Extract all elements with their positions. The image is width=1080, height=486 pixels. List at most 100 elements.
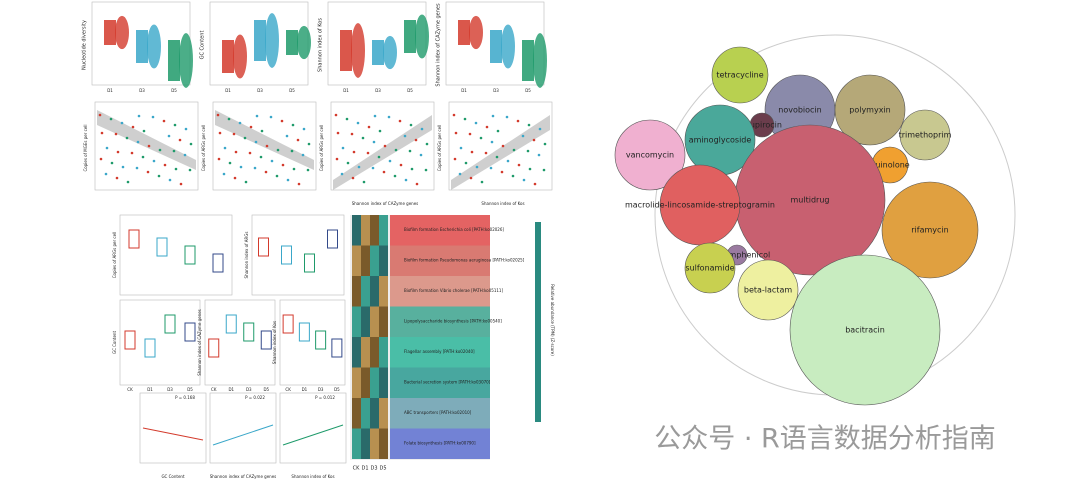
point bbox=[527, 123, 531, 127]
point bbox=[259, 155, 263, 159]
point bbox=[484, 151, 488, 155]
point bbox=[419, 153, 423, 157]
point bbox=[260, 129, 264, 133]
heat-cell bbox=[370, 367, 379, 398]
panel bbox=[204, 299, 276, 386]
box bbox=[522, 40, 534, 81]
row-label: Lipopolysaccharide biosynthesis [PATH:ko… bbox=[404, 319, 502, 324]
colorbar bbox=[535, 222, 541, 422]
point bbox=[425, 142, 429, 146]
x-tick-label: D5 bbox=[334, 387, 340, 392]
point bbox=[334, 113, 338, 117]
panel bbox=[119, 299, 201, 386]
point bbox=[238, 121, 242, 125]
violin bbox=[297, 25, 311, 60]
point bbox=[281, 163, 285, 167]
point bbox=[114, 132, 118, 136]
point bbox=[336, 131, 340, 135]
bubble bbox=[684, 242, 736, 294]
point bbox=[100, 131, 104, 135]
point bbox=[174, 167, 178, 171]
y-axis-label: Shannon index of ARGs bbox=[244, 232, 249, 279]
box bbox=[104, 20, 116, 45]
point bbox=[542, 168, 546, 172]
point bbox=[222, 172, 226, 176]
x-axis-label: Shannon index of CAZyme genes bbox=[210, 474, 277, 479]
point bbox=[475, 165, 479, 169]
point bbox=[285, 134, 289, 138]
box bbox=[136, 30, 148, 63]
box bbox=[212, 253, 224, 273]
bubble bbox=[614, 119, 686, 191]
point bbox=[377, 155, 381, 159]
point bbox=[496, 129, 500, 133]
box bbox=[327, 229, 338, 249]
box bbox=[144, 338, 156, 358]
bubble bbox=[711, 46, 769, 104]
point bbox=[468, 132, 472, 136]
point bbox=[228, 161, 232, 165]
box bbox=[243, 322, 255, 342]
bubble-label: rifamycin bbox=[911, 226, 948, 235]
x-tick-label: D3 bbox=[257, 88, 263, 93]
heat-cell bbox=[379, 276, 388, 307]
x-tick-label: D5 bbox=[289, 88, 295, 93]
box bbox=[304, 253, 315, 273]
x-axis-label: Shannon index of CAZyme genes bbox=[352, 201, 419, 206]
x-tick-label: D1 bbox=[107, 88, 113, 93]
violin bbox=[265, 13, 279, 68]
point bbox=[453, 157, 457, 161]
point bbox=[249, 125, 253, 129]
bubble-label: polymyxin bbox=[849, 106, 890, 115]
bubble-label: macrolide-lincosamide-streptogramin bbox=[625, 201, 775, 210]
heat-cell bbox=[370, 398, 379, 429]
violin bbox=[533, 33, 547, 88]
point bbox=[184, 127, 188, 131]
point bbox=[218, 131, 222, 135]
point bbox=[243, 136, 247, 140]
x-tick-label: CK bbox=[211, 387, 217, 392]
point bbox=[533, 182, 537, 186]
x-axis-label: Shannon index of Kos bbox=[291, 474, 334, 479]
point bbox=[244, 180, 248, 184]
point bbox=[367, 125, 371, 129]
point bbox=[350, 132, 354, 136]
point bbox=[216, 113, 220, 117]
x-tick-label: D3 bbox=[318, 387, 324, 392]
point bbox=[516, 119, 520, 123]
x-tick-label: D5 bbox=[263, 387, 269, 392]
row-label: ABC transporters [PATH:ko02010] bbox=[404, 410, 472, 415]
box bbox=[331, 338, 343, 358]
point bbox=[135, 166, 139, 170]
x-tick-label: D5 bbox=[525, 88, 531, 93]
row-band bbox=[390, 306, 490, 337]
point bbox=[464, 161, 468, 165]
point bbox=[168, 178, 172, 182]
heat-cell bbox=[352, 428, 361, 459]
point bbox=[420, 127, 424, 131]
point bbox=[158, 148, 162, 152]
bubble-label: vancomycin bbox=[626, 151, 674, 160]
heat-cell bbox=[361, 245, 370, 276]
point bbox=[234, 150, 238, 154]
point bbox=[393, 174, 397, 178]
x-tick-label: D5 bbox=[171, 88, 177, 93]
bubble-label: bacitracin bbox=[845, 326, 885, 335]
point bbox=[264, 170, 268, 174]
point bbox=[248, 151, 252, 155]
box bbox=[315, 330, 327, 350]
y-axis-label: Copies of ARGs per cell bbox=[319, 125, 324, 172]
point bbox=[227, 117, 231, 121]
y-axis-label: Copies of ARGs per cell bbox=[112, 232, 117, 279]
point bbox=[459, 146, 463, 150]
bubble bbox=[899, 109, 951, 161]
heat-cell bbox=[361, 215, 370, 246]
heat-cell bbox=[352, 398, 361, 429]
point bbox=[302, 127, 306, 131]
point bbox=[387, 115, 391, 119]
point bbox=[297, 182, 301, 186]
stat: P = 0.012 bbox=[315, 395, 335, 400]
heat-cell bbox=[370, 276, 379, 307]
point bbox=[511, 174, 515, 178]
panel bbox=[209, 392, 277, 464]
